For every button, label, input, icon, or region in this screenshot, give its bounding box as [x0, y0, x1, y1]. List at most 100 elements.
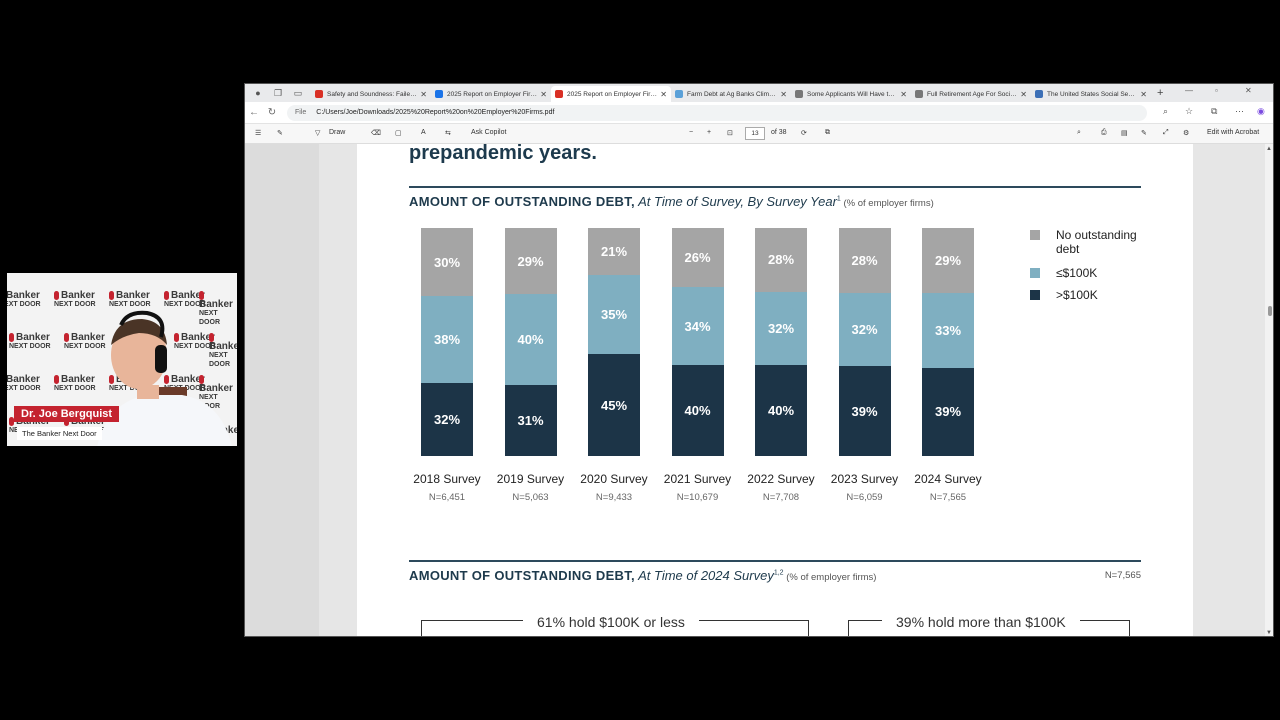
search-icon[interactable]: ⌕: [1077, 129, 1081, 136]
tab-close-icon[interactable]: ✕: [420, 89, 427, 99]
pdf-page: prepandemic years. AMOUNT OF OUTSTANDING…: [357, 144, 1193, 636]
page-view-icon[interactable]: ⧉: [825, 129, 830, 136]
x-tick-label: 2019 Survey: [496, 472, 565, 486]
bar-segment: 30%: [421, 228, 473, 297]
legend-label: ≤$100K: [1056, 266, 1098, 280]
sample-size-label: N=9,433: [595, 492, 633, 503]
browser-tab[interactable]: 2025 Report on Employer Firms... ✕: [431, 86, 551, 102]
tab-favicon-icon: [315, 90, 323, 98]
bar-segment: 33%: [922, 293, 974, 368]
ask-copilot-button[interactable]: Ask Copilot: [471, 129, 507, 136]
new-tab-button[interactable]: +: [1157, 87, 1164, 99]
close-window-icon[interactable]: ✕: [1245, 86, 1252, 95]
save-as-icon[interactable]: ✎: [1141, 130, 1147, 137]
data-label: 29%: [517, 253, 544, 269]
pdf-toolbar: ☰ ✎ ▽ Draw ⌫ ▢ A ⇆ Ask Copilot − + ⊡ 13 …: [245, 124, 1273, 144]
bar-stack: 31% 40% 29%: [504, 228, 557, 456]
tab-label: The United States Social Securi...: [1047, 90, 1138, 98]
data-label: 32%: [433, 412, 461, 428]
sample-size-label: N=6,451: [428, 492, 466, 503]
tab-close-icon[interactable]: ✕: [780, 89, 787, 99]
profile-icon[interactable]: ●: [255, 88, 261, 98]
browser-tab[interactable]: The United States Social Securi... ✕: [1031, 86, 1151, 102]
tab-favicon-icon: [915, 90, 923, 98]
minimize-icon[interactable]: —: [1185, 86, 1193, 95]
chart-title: AMOUNT OF OUTSTANDING DEBT, At Time of S…: [409, 194, 934, 209]
tab-close-icon[interactable]: ✕: [1020, 89, 1027, 99]
scroll-thumb[interactable]: [1268, 306, 1272, 316]
tab-actions-icon[interactable]: ▭: [293, 87, 303, 98]
highlight-icon[interactable]: ✎: [277, 130, 283, 137]
data-label: 40%: [767, 402, 795, 418]
url-input[interactable]: File C:/Users/Joe/Downloads/2025%20Repor…: [287, 104, 1147, 121]
zoom-out-icon[interactable]: −: [689, 129, 694, 136]
tab-close-icon[interactable]: ✕: [1140, 89, 1147, 99]
address-bar: ← ↻ File C:/Users/Joe/Downloads/2025%20R…: [245, 102, 1273, 124]
more-icon[interactable]: ⋯: [1235, 106, 1244, 116]
save-icon[interactable]: ▤: [1121, 130, 1128, 137]
edit-with-acrobat-button[interactable]: Edit with Acrobat: [1207, 129, 1260, 136]
data-label: 35%: [600, 307, 628, 323]
translate-icon[interactable]: ⇆: [445, 130, 451, 137]
scroll-up-icon[interactable]: ▲: [1266, 146, 1272, 152]
pdf-viewer: prepandemic years. AMOUNT OF OUTSTANDING…: [245, 144, 1267, 636]
refresh-icon[interactable]: ↻: [267, 107, 277, 118]
page-number-input[interactable]: 13: [745, 127, 765, 140]
scrollbar[interactable]: ▲ ▼: [1265, 144, 1273, 636]
settings-icon[interactable]: ⚙: [1183, 130, 1190, 137]
zoom-icon[interactable]: ⌕: [1163, 106, 1169, 116]
bar-segment: 32%: [838, 292, 891, 367]
favorite-icon[interactable]: ☆: [1185, 106, 1194, 116]
fullscreen-icon[interactable]: ⤢: [1163, 129, 1169, 136]
contents-icon[interactable]: ☰: [255, 130, 262, 137]
tab-close-icon[interactable]: ✕: [900, 89, 907, 99]
view-icon[interactable]: ▢: [395, 130, 402, 137]
tab-label: 2025 Report on Employer Firms...: [447, 90, 538, 98]
rotate-icon[interactable]: ⟳: [801, 130, 807, 137]
data-label: 33%: [934, 323, 962, 339]
browser-tab[interactable]: Farm Debt at Ag Banks Climbs... ✕: [671, 86, 791, 102]
summary-left: 61% hold $100K or less: [523, 614, 699, 630]
zoom-in-icon[interactable]: +: [707, 129, 712, 136]
sample-size-label: N=6,059: [846, 492, 883, 503]
bar-segment: 28%: [755, 228, 807, 292]
browser-tab[interactable]: Safety and Soundness: Failed B... ✕: [311, 86, 431, 102]
bar-segment: 34%: [671, 287, 724, 365]
print-icon[interactable]: ⎙: [1101, 129, 1107, 136]
read-aloud-icon[interactable]: A: [421, 129, 426, 136]
legend-swatch: [1030, 268, 1040, 278]
copilot-icon[interactable]: ◉: [1257, 106, 1265, 116]
back-icon[interactable]: ←: [249, 107, 259, 118]
stacked-bar-chart: 32% 38% 30% 2018 Survey N=6,451 31% 40% 29% 2019…: [409, 228, 1149, 518]
section-title: AMOUNT OF OUTSTANDING DEBT, At Time of 2…: [409, 568, 877, 583]
bar-stack: 40% 32% 28%: [755, 228, 807, 456]
data-label: 26%: [684, 250, 711, 266]
tab-close-icon[interactable]: ✕: [660, 89, 667, 99]
sample-size-label: N=7,708: [762, 492, 800, 503]
collections-icon[interactable]: ⧉: [1211, 106, 1218, 116]
draw-icon[interactable]: ▽: [315, 130, 321, 137]
data-label: 32%: [767, 320, 795, 336]
bar-segment: 35%: [588, 275, 640, 355]
erase-icon[interactable]: ⌫: [371, 130, 381, 137]
x-tick-label: 2020 Survey: [580, 472, 648, 486]
tab-close-icon[interactable]: ✕: [540, 89, 547, 99]
bar-segment: 40%: [755, 364, 807, 456]
browser-tab[interactable]: Some Applicants Will Have to... ✕: [791, 86, 911, 102]
workspaces-icon[interactable]: ❐: [273, 87, 283, 98]
browser-tab[interactable]: Full Retirement Age For Social... ✕: [911, 86, 1031, 102]
draw-button[interactable]: Draw: [329, 129, 346, 136]
show-name: The Banker Next Door: [17, 427, 102, 440]
restore-icon[interactable]: ▫: [1215, 86, 1218, 95]
legend-item: >$100K: [1030, 288, 1140, 302]
x-tick-label: 2018 Survey: [413, 472, 481, 486]
browser-tab[interactable]: 2025 Report on Employer Firms... ✕: [551, 86, 671, 102]
fit-page-icon[interactable]: ⊡: [727, 130, 733, 137]
scroll-down-icon[interactable]: ▼: [1266, 630, 1272, 636]
